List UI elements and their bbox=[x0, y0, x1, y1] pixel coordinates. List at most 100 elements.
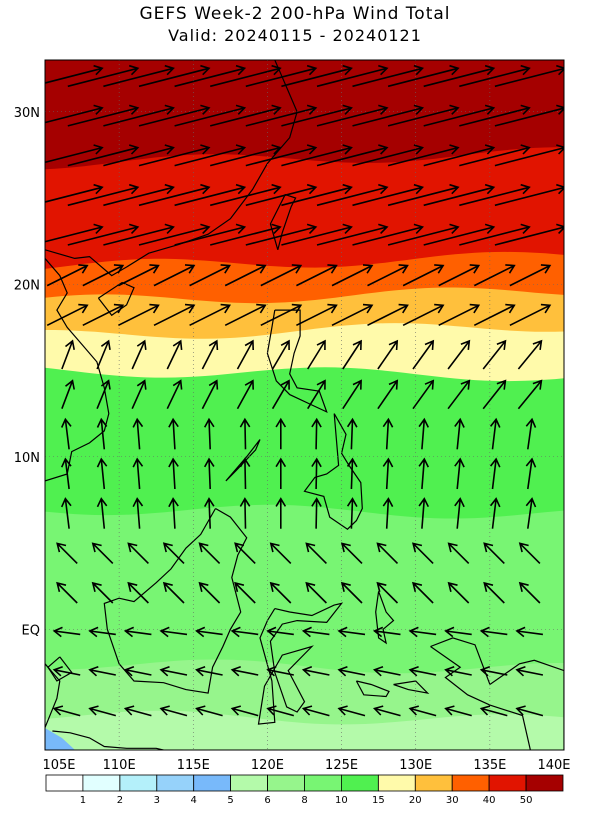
latitude-label: 30N bbox=[14, 106, 40, 121]
wind-arrow bbox=[275, 457, 287, 489]
colorbar-label: 40 bbox=[483, 795, 496, 806]
colorbar-swatch bbox=[193, 774, 231, 792]
wind-arrow bbox=[198, 581, 221, 604]
wind-arrow bbox=[127, 581, 149, 604]
wind-arrow bbox=[316, 183, 389, 207]
wind-arrow bbox=[307, 339, 326, 370]
wind-arrow bbox=[210, 104, 282, 127]
wind-arrow bbox=[174, 64, 247, 88]
wind-arrow bbox=[189, 303, 231, 327]
wind-arrow bbox=[236, 379, 254, 410]
wind-arrow bbox=[454, 457, 465, 490]
wind-arrow bbox=[195, 626, 223, 638]
wind-arrow bbox=[168, 457, 179, 490]
wind-arrow bbox=[67, 144, 140, 167]
wind-arrow bbox=[239, 417, 251, 450]
coastline bbox=[47, 656, 73, 682]
wind-arrow bbox=[494, 104, 564, 127]
wind-arrow bbox=[88, 705, 117, 717]
wind-arrow bbox=[301, 705, 330, 717]
wind-arrow bbox=[45, 104, 104, 124]
wind-arrow bbox=[281, 144, 353, 167]
colorbar-label: 15 bbox=[372, 795, 385, 806]
wind-arrow bbox=[311, 417, 322, 450]
wind-arrow bbox=[412, 542, 434, 564]
wind-arrow bbox=[245, 223, 318, 246]
wind-arrow bbox=[103, 104, 175, 127]
colorbar-swatch bbox=[82, 774, 121, 792]
wind-arrow bbox=[352, 183, 424, 207]
wind-arrow bbox=[118, 303, 160, 327]
coastline bbox=[355, 680, 390, 698]
colorbar-label: 6 bbox=[264, 795, 270, 806]
wind-arrow bbox=[203, 497, 215, 529]
wind-arrow bbox=[162, 581, 185, 604]
wind-arrow bbox=[239, 457, 251, 490]
coastline bbox=[269, 193, 297, 250]
wind-arrow bbox=[234, 581, 256, 604]
wind-arrow bbox=[337, 705, 366, 717]
colorbar-swatch bbox=[267, 774, 305, 792]
wind-vectors bbox=[45, 64, 564, 717]
wind-arrow bbox=[56, 581, 78, 604]
longitude-label: 135E bbox=[473, 758, 506, 773]
coastline bbox=[266, 309, 328, 414]
wind-arrow bbox=[201, 339, 219, 370]
wind-arrow bbox=[311, 457, 322, 490]
wind-arrow bbox=[45, 144, 104, 164]
colorbar-label: 5 bbox=[227, 795, 233, 806]
coastline bbox=[393, 680, 430, 695]
wind-arrow bbox=[159, 626, 188, 638]
wind-arrow bbox=[271, 339, 290, 370]
wind-arrow bbox=[483, 542, 505, 564]
wind-arrow bbox=[447, 339, 471, 370]
latitude-label: EQ bbox=[22, 623, 40, 638]
wind-arrow bbox=[210, 64, 282, 88]
colorbar-swatch bbox=[304, 774, 342, 792]
coastline bbox=[257, 602, 344, 725]
wind-arrow bbox=[367, 264, 409, 287]
wind-arrow bbox=[91, 581, 114, 604]
wind-arrow bbox=[525, 457, 537, 490]
wind-arrow bbox=[447, 379, 471, 410]
wind-arrow bbox=[412, 379, 435, 410]
wind-arrow bbox=[423, 223, 496, 246]
wind-arrow bbox=[438, 303, 481, 327]
wind-arrow bbox=[281, 223, 353, 246]
wind-arrow bbox=[459, 104, 531, 127]
wind-arrow bbox=[103, 144, 175, 167]
wind-arrow bbox=[423, 104, 496, 127]
wind-arrow bbox=[305, 542, 327, 564]
wind-arrow bbox=[340, 581, 363, 604]
wind-arrow bbox=[174, 183, 247, 207]
wind-arrow bbox=[346, 457, 358, 490]
wind-arrow bbox=[67, 104, 140, 127]
wind-arrow bbox=[45, 223, 104, 243]
wind-arrow bbox=[482, 339, 507, 370]
wind-arrow bbox=[525, 417, 537, 450]
wind-arrow bbox=[340, 542, 363, 564]
wind-arrow bbox=[518, 581, 541, 604]
speed-band bbox=[45, 710, 564, 750]
wind-arrow bbox=[174, 223, 247, 246]
wind-arrow bbox=[494, 64, 564, 88]
wind-arrow bbox=[337, 665, 366, 677]
wind-arrow bbox=[382, 457, 394, 490]
wind-arrow bbox=[459, 183, 531, 207]
wind-arrow bbox=[316, 104, 389, 127]
wind-arrow bbox=[60, 417, 72, 450]
wind-arrow bbox=[305, 581, 327, 604]
wind-arrow bbox=[515, 626, 544, 638]
wind-arrow bbox=[382, 417, 394, 450]
wind-arrow bbox=[402, 264, 445, 287]
wind-arrow bbox=[96, 497, 108, 529]
wind-arrow bbox=[96, 339, 111, 370]
wind-arrow bbox=[281, 64, 353, 88]
wind-arrow bbox=[269, 542, 292, 564]
wind-arrow bbox=[131, 379, 147, 410]
wind-arrow bbox=[352, 144, 424, 167]
wind-arrow bbox=[60, 457, 72, 490]
wind-arrow bbox=[494, 223, 564, 246]
colorbar-label: 10 bbox=[335, 795, 348, 806]
wind-arrow bbox=[159, 665, 188, 677]
